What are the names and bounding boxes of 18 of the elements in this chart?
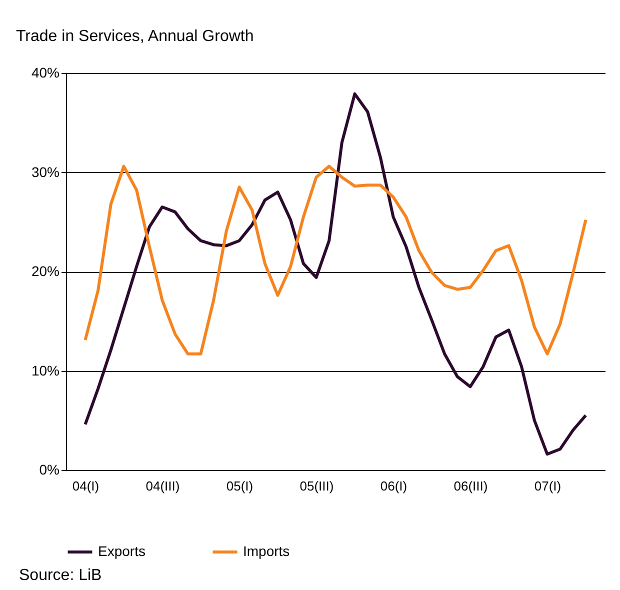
x-tick-label: 07(I) — [534, 478, 562, 494]
y-tick-label: 30% — [31, 164, 60, 180]
source-note: Source: LiB — [19, 567, 102, 584]
y-tick-label: 0% — [39, 462, 60, 478]
y-tick-label: 10% — [31, 362, 60, 378]
legend-label: Imports — [243, 543, 290, 559]
chart-title: Trade in Services, Annual Growth — [16, 28, 254, 45]
y-tick-label: 40% — [31, 64, 60, 80]
legend-label: Exports — [98, 543, 146, 559]
x-tick-label: 05(I) — [226, 478, 254, 494]
x-tick-label: 04(I) — [72, 478, 100, 494]
x-tick-label: 06(III) — [454, 478, 488, 494]
x-tick-label: 04(III) — [146, 478, 180, 494]
line-series — [84, 164, 588, 356]
x-tick-label: 06(I) — [380, 478, 408, 494]
x-tick-label: 05(III) — [300, 478, 334, 494]
line-series — [84, 92, 588, 456]
y-tick-label: 20% — [31, 263, 60, 279]
